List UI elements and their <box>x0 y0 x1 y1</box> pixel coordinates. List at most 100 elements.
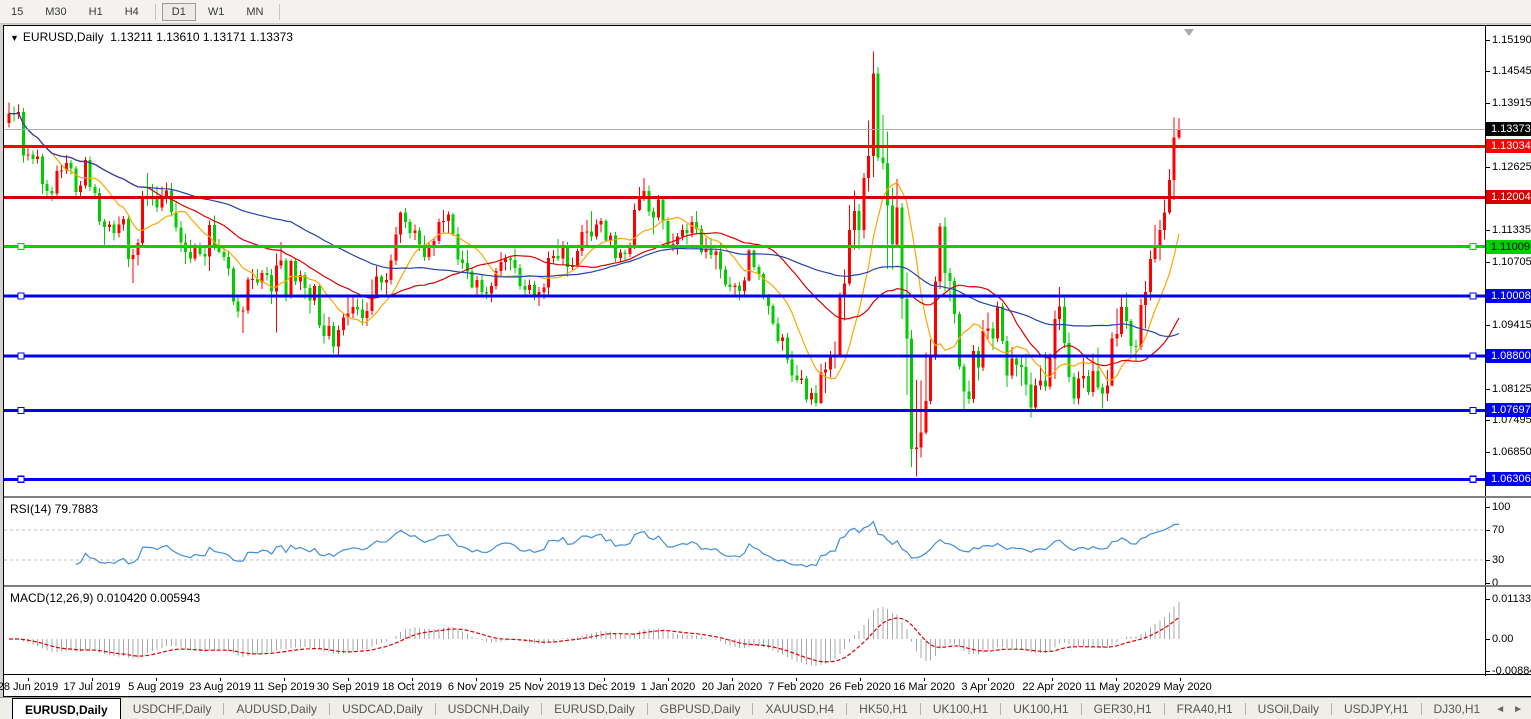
price-axis-label: 1.08125 <box>1492 383 1531 396</box>
horizontal-line-1.10008[interactable] <box>4 292 1485 300</box>
chart-tab-usdcad-daily[interactable]: USDCAD,Daily <box>342 702 423 716</box>
chart-tab-eurusd-daily[interactable]: EURUSD,Daily <box>12 698 121 719</box>
hline-price-label: 1.06306 <box>1486 472 1531 487</box>
price-axis-label: -0.008848 <box>1492 664 1531 677</box>
timeframe-button-h1[interactable]: H1 <box>88 5 103 18</box>
price-axis[interactable]: 1.15190 1.14545 1.13915 1.12625 1.11335 1.107… <box>1486 26 1531 677</box>
date-axis-tick <box>1116 678 1117 681</box>
axis-border <box>1485 26 1486 676</box>
price-axis-tick <box>1486 639 1490 640</box>
price-axis-label: 1.12625 <box>1492 160 1531 173</box>
chart-tab-uk100-h1[interactable]: UK100,H1 <box>1013 702 1069 716</box>
macd-pane <box>9 602 1180 667</box>
date-axis-tick <box>604 678 605 681</box>
moving-average-10 <box>8 112 1180 381</box>
date-axis-label: 29 May 2020 <box>1148 681 1212 693</box>
timeframe-button-15[interactable]: 15 <box>11 5 24 18</box>
price-axis-label: 1.14545 <box>1492 65 1531 78</box>
date-axis-label: 5 Aug 2019 <box>128 681 184 693</box>
horizontal-line-1.07697[interactable] <box>4 406 1485 415</box>
price-axis-tick <box>1486 529 1490 531</box>
timeframe-button-w1[interactable]: W1 <box>207 5 225 18</box>
chart-tabs-bar: EURUSD,Daily USDCHF,Daily AUDUSD,Daily USDC… <box>0 697 1531 719</box>
price-axis-tick <box>1486 452 1490 454</box>
date-axis-tick <box>28 678 29 681</box>
chart-tab-uk100-h1[interactable]: UK100,H1 <box>932 702 989 716</box>
rsi-header: RSI(14) 79.7883 <box>10 502 99 516</box>
hline-price-label: 1.10008 <box>1486 289 1531 304</box>
date-axis-label: 22 Apr 2020 <box>1022 681 1082 693</box>
date-axis-tick <box>284 678 285 681</box>
chart-title-symbol: EURUSD,Daily <box>22 30 104 44</box>
date-axis-label: 23 Aug 2019 <box>189 681 251 693</box>
date-axis-tick <box>924 678 925 681</box>
chart-tab-ger30-h1[interactable]: GER30,H1 <box>1093 702 1152 716</box>
date-axis-tick <box>156 678 157 681</box>
date-axis-tick <box>348 678 349 681</box>
price-axis-tick <box>1486 261 1490 263</box>
chart-tab-eurusd-daily[interactable]: EURUSD,Daily <box>554 702 635 716</box>
date-axis-label: 6 Nov 2019 <box>447 681 505 693</box>
timeframe-button-h4[interactable]: H4 <box>124 5 139 18</box>
date-axis-label: 7 Feb 2020 <box>768 681 824 693</box>
tab-separator <box>1000 703 1002 715</box>
date-axis-label: 20 Jan 2020 <box>701 681 763 693</box>
tab-separator <box>919 703 921 715</box>
tab-scroll-right-icon[interactable]: ► <box>1513 703 1523 715</box>
date-axis-label: 11 Sep 2019 <box>253 681 315 693</box>
chart-tab-dj30-h1[interactable]: DJ30,H1 <box>1433 702 1481 716</box>
pane-divider-rsi[interactable] <box>4 496 1531 498</box>
date-axis-label: 28 Jun 2019 <box>0 681 59 693</box>
horizontal-line-1.11009[interactable] <box>4 242 1485 251</box>
tab-scroll-controls: ◄ ► <box>1495 698 1531 719</box>
date-axis-label: 25 Nov 2019 <box>508 681 572 693</box>
price-axis-label: 0.011337 <box>1492 592 1531 605</box>
tab-scroll-left-icon[interactable]: ◄ <box>1495 703 1506 715</box>
price-axis-tick <box>1486 420 1490 422</box>
price-axis-label: 1.10705 <box>1492 255 1531 268</box>
macd-signal-line <box>9 616 1180 663</box>
date-axis-tick <box>92 678 93 681</box>
date-axis-label: 30 Sep 2019 <box>316 681 380 693</box>
chart-tab-usdchf-daily[interactable]: USDCHF,Daily <box>132 702 212 716</box>
timeframe-button-mn[interactable]: MN <box>246 5 264 18</box>
date-axis-tick <box>540 678 541 681</box>
tab-separator <box>1244 703 1246 715</box>
horizontal-line-1.08800[interactable] <box>4 352 1485 360</box>
price-axis-tick <box>1486 39 1490 41</box>
chart-tab-audusd-daily[interactable]: AUDUSD,Daily <box>236 702 318 716</box>
pane-divider-macd[interactable] <box>4 585 1531 587</box>
tab-separator <box>1163 703 1165 715</box>
tab-separator <box>223 703 225 715</box>
date-axis-label: 3 Apr 2020 <box>961 681 1015 693</box>
price-axis-tick <box>1486 389 1490 391</box>
chart-tab-usdcnh-daily[interactable]: USDCNH,Daily <box>447 702 530 716</box>
toolbar-separator <box>154 3 156 20</box>
current-price-label: 1.13373 <box>1486 122 1531 137</box>
chart-tabs: EURUSD,Daily USDCHF,Daily AUDUSD,Daily USDC… <box>0 698 1492 719</box>
price-axis-tick <box>1486 507 1490 508</box>
chart-title-close: 1.13373 <box>249 30 293 44</box>
horizontal-line-1.06306[interactable] <box>4 475 1485 483</box>
price-axis-tick <box>1486 230 1490 232</box>
date-axis-label: 11 May 2020 <box>1084 681 1148 693</box>
date-axis-label: 26 Feb 2020 <box>829 681 891 693</box>
chart-tab-usdjpy-h1[interactable]: USDJPY,H1 <box>1344 702 1409 716</box>
chart-tab-hk50-h1[interactable]: HK50,H1 <box>859 702 908 716</box>
price-axis-tick <box>1486 71 1490 73</box>
date-axis-tick <box>988 678 989 681</box>
chart-tab-fra40-h1[interactable]: FRA40,H1 <box>1176 702 1233 716</box>
timeframe-button-m30[interactable]: M30 <box>45 5 67 18</box>
tab-separator <box>646 703 648 715</box>
price-axis-label: 1.13915 <box>1492 96 1531 109</box>
price-axis-tick <box>1486 670 1490 672</box>
chart-tab-gbpusd-daily[interactable]: GBPUSD,Daily <box>659 702 741 716</box>
price-axis-label: 1.09415 <box>1492 319 1531 332</box>
tab-separator <box>752 703 754 715</box>
chart-tab-xauusd-h4[interactable]: XAUUSD,H4 <box>765 702 835 716</box>
hline-price-label: 1.12004 <box>1486 190 1531 205</box>
timeframe-button-d1[interactable]: D1 <box>161 2 196 21</box>
chart-tab-usoil-daily[interactable]: USOil,Daily <box>1257 702 1320 716</box>
chart-plot-area: ▼ EURUSD,Daily 1.13211 1.13610 1.13171 1.… <box>0 26 1485 696</box>
chart-expander-icon[interactable]: ▼ <box>10 33 19 43</box>
